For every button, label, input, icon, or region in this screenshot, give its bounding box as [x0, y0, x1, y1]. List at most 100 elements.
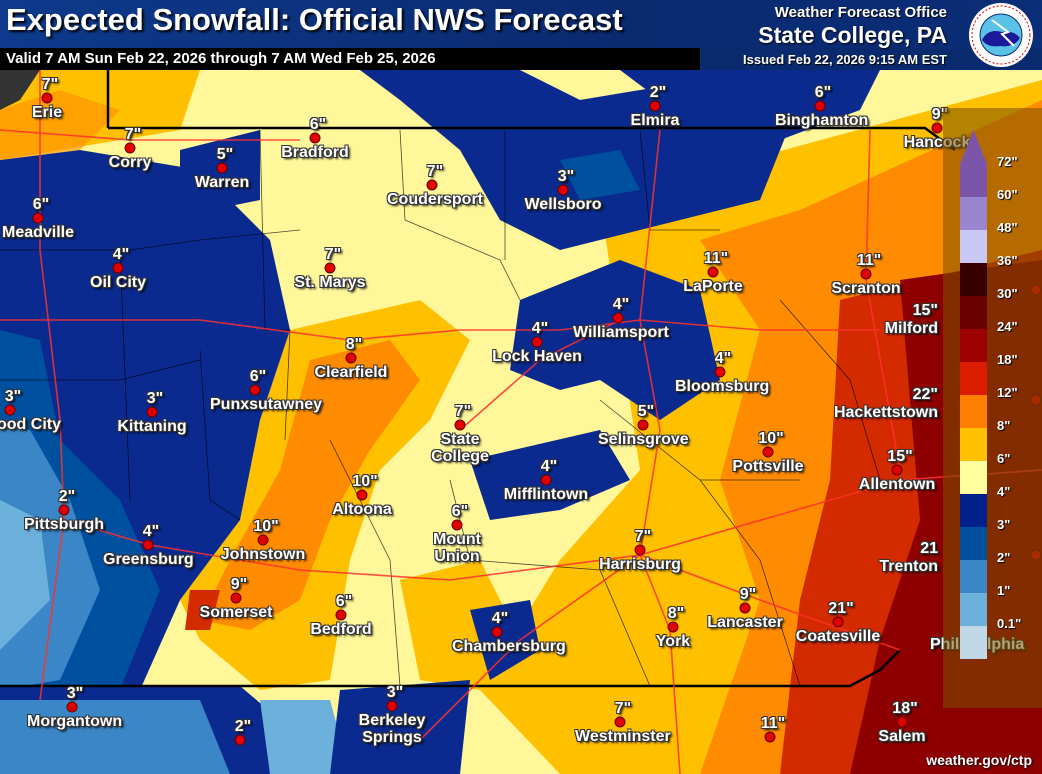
legend-label: 0.1" — [997, 616, 1022, 631]
city-name: Kittaning — [117, 418, 187, 435]
snowfall-value: 9" — [230, 576, 248, 593]
footer-url[interactable]: weather.gov/ctp — [926, 752, 1032, 768]
legend-swatch — [960, 329, 987, 362]
snowfall-value: 7" — [41, 76, 59, 93]
legend-swatch — [960, 164, 987, 197]
snowfall-value: 11" — [760, 715, 786, 732]
city-name: Bloomsburg — [675, 378, 770, 395]
snowfall-value: 3" — [146, 390, 164, 407]
snowfall-value: 4" — [112, 246, 130, 263]
city-marker — [764, 731, 776, 743]
snowfall-value: 9" — [739, 586, 757, 603]
legend-label: 36" — [997, 253, 1018, 268]
snowfall-value: 10" — [253, 518, 279, 535]
city-marker — [637, 419, 649, 431]
snowfall-value: 6" — [249, 368, 267, 385]
legend: 72" 60" 48" 36" 30" 24" 18" 12" 8" 6" 4" 3" 2" 1" 0.1" — [943, 108, 1042, 708]
office-name: State College, PA — [758, 22, 947, 48]
city-name: Williamsport — [573, 324, 669, 341]
snowfall-value: 22" — [912, 386, 938, 403]
city-name: Coatesville — [795, 628, 881, 645]
snowfall-value: 7" — [426, 163, 444, 180]
legend-swatch — [960, 428, 987, 461]
city-name: Berkeley Springs — [358, 712, 426, 746]
city-name: Johnstown — [220, 546, 306, 563]
snowfall-value: 6" — [32, 196, 50, 213]
snowfall-value: 7" — [324, 246, 342, 263]
city-marker — [649, 100, 661, 112]
city-name: Pottsville — [732, 458, 804, 475]
snowfall-value: 7" — [124, 126, 142, 143]
city-name: Selinsgrove — [598, 431, 689, 448]
snowfall-value: 4" — [142, 523, 160, 540]
city-name: Clearfield — [314, 364, 388, 381]
city-name: Bedford — [310, 621, 372, 638]
city-name: Coudersport — [387, 191, 483, 208]
legend-label: 72" — [997, 154, 1018, 169]
snowfall-value: 3" — [4, 388, 22, 405]
city-marker — [32, 212, 44, 224]
city-name: State College — [431, 431, 489, 465]
city-marker — [762, 446, 774, 458]
city-name: St. Marys — [294, 274, 366, 291]
legend-swatch — [960, 296, 987, 329]
city-marker — [491, 626, 503, 638]
city-marker — [667, 621, 679, 633]
city-name: Altoona — [332, 501, 392, 518]
city-marker — [614, 716, 626, 728]
snowfall-value: 8" — [345, 336, 363, 353]
city-marker — [324, 262, 336, 274]
legend-label: 24" — [997, 319, 1018, 334]
snowfall-value: 21 — [920, 540, 938, 557]
legend-label: 4" — [997, 484, 1011, 499]
snowfall-value: 5" — [216, 146, 234, 163]
snowfall-value: 7" — [634, 528, 652, 545]
snowfall-value: 11" — [856, 252, 882, 269]
city-marker — [124, 142, 136, 154]
city-marker — [58, 504, 70, 516]
snowfall-value: 2" — [234, 718, 252, 735]
city-marker — [216, 162, 228, 174]
snowfall-value: 4" — [612, 296, 630, 313]
city-name: Pittsburgh — [24, 516, 104, 533]
city-name: Ellwood City — [0, 416, 61, 433]
city-name: Milford — [884, 320, 938, 337]
city-marker — [66, 701, 78, 713]
city-name: LaPorte — [683, 278, 743, 295]
city-name: Warren — [194, 174, 250, 191]
city-marker — [234, 734, 246, 746]
city-name: Scranton — [831, 280, 901, 297]
city-name: Mifflintown — [503, 486, 589, 503]
city-marker — [356, 489, 368, 501]
city-name: Westminster — [575, 728, 671, 745]
snowfall-value: 6" — [451, 503, 469, 520]
city-marker — [557, 184, 569, 196]
legend-label: 30" — [997, 286, 1018, 301]
city-marker — [257, 534, 269, 546]
snowfall-value: 4" — [714, 350, 732, 367]
snowfall-value: 7" — [614, 700, 632, 717]
city-name: Bradford — [281, 144, 349, 161]
legend-swatch — [960, 263, 987, 296]
city-name: Binghamton — [775, 112, 869, 129]
snowfall-value: 4" — [540, 458, 558, 475]
snowfall-value: 10" — [758, 430, 784, 447]
city-marker — [309, 132, 321, 144]
city-name: Erie — [31, 104, 63, 121]
legend-swatch — [960, 527, 987, 560]
city-marker — [531, 336, 543, 348]
snowfall-value: 2" — [58, 488, 76, 505]
legend-arrow-icon — [960, 130, 987, 164]
issued-bar — [700, 48, 1042, 70]
city-name: Oil City — [89, 274, 147, 291]
city-name: Hackettstown — [833, 404, 938, 421]
city-marker — [896, 716, 908, 728]
city-name: Mount Union — [433, 531, 481, 565]
issued-time: Issued Feb 22, 2026 9:15 AM EST — [743, 52, 947, 67]
city-marker — [249, 384, 261, 396]
city-marker — [230, 592, 242, 604]
city-marker — [860, 268, 872, 280]
snowfall-value: 3" — [66, 685, 84, 702]
